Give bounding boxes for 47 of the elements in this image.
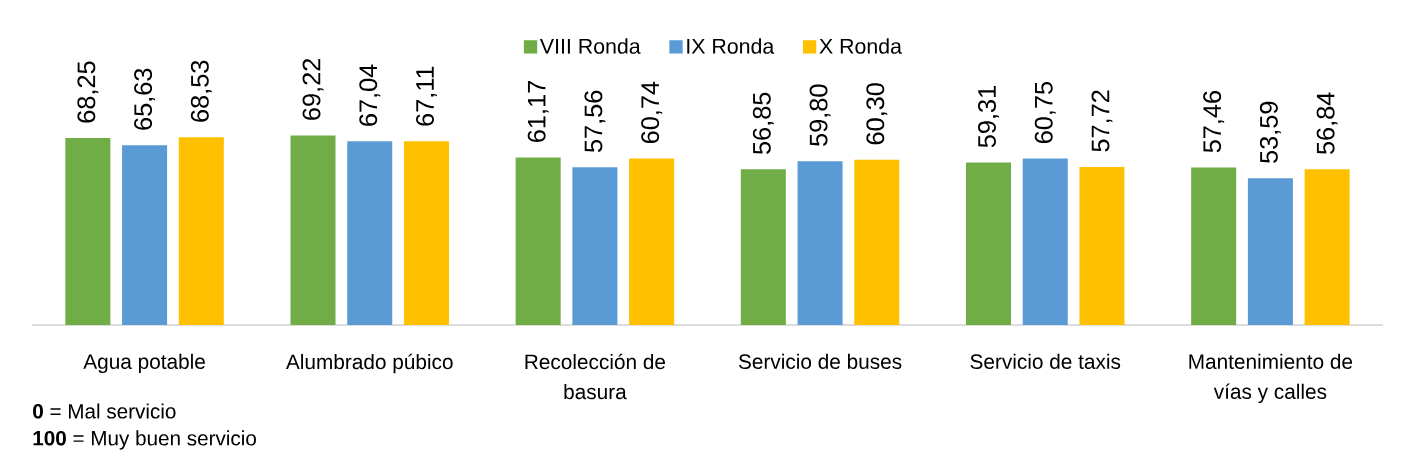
bar — [178, 137, 224, 325]
bar — [1022, 158, 1068, 325]
data-label: 67,11 — [416, 66, 437, 126]
bar — [1079, 166, 1125, 325]
data-label: 57,56 — [584, 90, 606, 153]
data-label: 59,31 — [978, 86, 999, 148]
x-tick-label: Alumbrado púbico — [285, 353, 453, 374]
bar — [290, 135, 336, 325]
bar — [347, 141, 393, 325]
data-label: 68,53 — [190, 60, 212, 122]
data-label: 56,84 — [1316, 92, 1338, 155]
data-label: 56,85 — [752, 92, 774, 154]
data-label: 60,30 — [866, 83, 888, 145]
data-label: 65,63 — [134, 68, 156, 130]
x-tick-label: Servicio de taxis — [970, 353, 1121, 369]
bar — [797, 161, 843, 325]
bar — [515, 157, 561, 325]
text: 100 = Muy buen servicio — [33, 430, 256, 450]
bar — [122, 145, 168, 325]
bar — [572, 167, 618, 325]
x-tick-label: Recolección de basura — [525, 353, 666, 400]
legend-label: VIII Ronda — [539, 38, 641, 54]
x-tick-label: Mantenimiento de vías y calles — [1189, 353, 1353, 404]
data-label: 68,25 — [77, 61, 99, 123]
data-label: 60,75 — [1034, 81, 1056, 144]
data-label: 57,72 — [1091, 90, 1113, 152]
data-label: 57,46 — [1203, 91, 1225, 153]
data-label: 67,04 — [359, 64, 381, 126]
bar — [740, 169, 786, 325]
legend-label: IX Ronda — [687, 38, 775, 54]
bar — [403, 141, 449, 325]
x-tick-label: Agua potable — [83, 353, 205, 374]
data-label: 59,80 — [809, 84, 831, 146]
bar — [1304, 169, 1350, 325]
data-label: 61,17 — [527, 81, 549, 142]
bar — [965, 162, 1011, 325]
bar — [1191, 167, 1237, 325]
data-label: 53,59 — [1259, 101, 1281, 163]
text: 0 = Mal servicio — [33, 403, 176, 419]
bar — [629, 158, 675, 325]
bar — [1247, 178, 1293, 325]
x-tick-label: Servicio de buses — [738, 353, 902, 369]
legend-label: X Ronda — [819, 38, 902, 54]
data-label: 69,22 — [302, 59, 324, 120]
bar — [854, 159, 900, 325]
bar — [65, 138, 111, 325]
data-label: 60,74 — [641, 81, 663, 144]
